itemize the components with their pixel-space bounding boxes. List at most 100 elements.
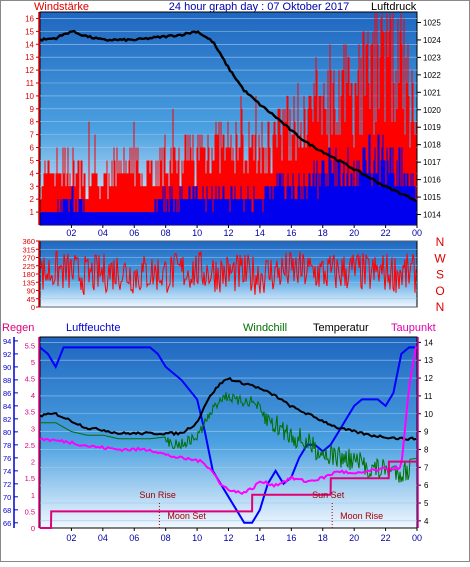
direction-tick-label: 225 (22, 262, 35, 271)
wind-tick-label: 6 (30, 144, 35, 153)
pressure-line (39, 29, 417, 202)
temperatur-legend: Temperatur (313, 322, 369, 334)
direction-tick-label: 360 (22, 237, 35, 246)
time-tick-label: 06 (129, 533, 139, 543)
graph-title: 24 hour graph day : 07 Oktober 2017 (169, 1, 349, 13)
wind-tick-label: 5 (30, 156, 35, 165)
regen-tick-label: 1 (31, 491, 35, 500)
astro-annotation: Moon Rise (340, 511, 383, 521)
regen-tick-label: 0.5 (25, 507, 35, 516)
pressure-tick-label: 1018 (423, 141, 441, 150)
windchill-line (40, 392, 418, 483)
wind-direction-trace (40, 250, 417, 296)
time-tick-label: 08 (161, 228, 171, 238)
time-tick-label: 22 (381, 228, 391, 238)
time-tick-label: 12 (223, 533, 233, 543)
pressure-tick-label: 1015 (423, 193, 441, 202)
temperature-tick-label: 5 (424, 499, 429, 508)
time-tick-label: 02 (66, 533, 76, 543)
pressure-tick-label: 1019 (423, 123, 441, 132)
humidity-tick-label: 94 (3, 337, 11, 346)
astro-annotation: Sun Set (312, 490, 345, 500)
humidity-tick-label: 74 (3, 467, 11, 476)
wind-tick-label: 11 (26, 79, 35, 88)
temperature-tick-label: 12 (424, 374, 433, 383)
humidity-tick-label: 86 (3, 389, 11, 398)
time-tick-label: 00 (412, 533, 422, 543)
direction-tick-label: 0 (31, 303, 35, 312)
direction-tick-label: 315 (22, 245, 35, 254)
pressure-tick-label: 1014 (423, 211, 441, 220)
wind-tick-label: 14 (25, 40, 34, 49)
astro-annotation: Sun Rise (139, 490, 176, 500)
regen-tick-label: 0 (31, 524, 35, 533)
pressure-tick-label: 1025 (423, 18, 441, 27)
wind-tick-label: 1 (30, 208, 35, 217)
pressure-tick-label: 1024 (423, 36, 441, 45)
regen-tick-label: 4.5 (25, 375, 35, 384)
luftfeuchte-line (39, 346, 417, 524)
wind-tick-label: 12 (25, 66, 34, 75)
humidity-tick-label: 90 (3, 363, 11, 372)
wind-tick-label: 10 (25, 92, 34, 101)
temperature-tick-label: 6 (424, 481, 429, 490)
direction-tick-label: 180 (22, 270, 35, 279)
time-tick-label: 00 (412, 228, 422, 238)
astro-annotation: Moon Set (167, 511, 206, 521)
pressure-tick-label: 1020 (423, 106, 441, 115)
direction-tick-label: 90 (27, 287, 35, 296)
regen-tick-label: 5 (31, 358, 35, 367)
regen-tick-label: 4 (31, 391, 35, 400)
time-tick-label: 20 (349, 228, 359, 238)
humidity-tick-label: 88 (3, 376, 11, 385)
pressure-tick-label: 1023 (423, 53, 441, 62)
compass-label: S (436, 268, 444, 282)
taupunkt-legend: Taupunkt (391, 322, 436, 334)
time-tick-label: 22 (381, 533, 391, 543)
time-tick-label: 16 (286, 533, 296, 543)
time-tick-label: 14 (255, 533, 265, 543)
pressure-axis-title: Luftdruck (371, 1, 417, 13)
windchill-legend: Windchill (243, 322, 287, 334)
wind-tick-label: 16 (25, 14, 34, 23)
wind-tick-label: 2 (30, 195, 35, 204)
humidity-tick-label: 76 (3, 454, 11, 463)
direction-tick-label: 270 (22, 254, 35, 263)
time-tick-label: 18 (318, 533, 328, 543)
temperature-tick-label: 13 (424, 356, 433, 365)
temperature-tick-label: 9 (424, 428, 429, 437)
humidity-tick-label: 66 (3, 519, 11, 528)
humidity-tick-label: 92 (3, 350, 11, 359)
compass-label: N (436, 300, 445, 314)
regen-tick-label: 3.5 (25, 408, 35, 417)
temperature-tick-label: 11 (424, 392, 433, 401)
humidity-tick-label: 82 (3, 415, 11, 424)
time-tick-label: 04 (98, 533, 108, 543)
humidity-tick-label: 70 (3, 493, 11, 502)
pressure-tick-label: 1021 (423, 88, 441, 97)
temperatur-line (39, 376, 417, 441)
time-tick-label: 16 (286, 228, 296, 238)
regen-tick-label: 2.5 (25, 441, 35, 450)
humidity-tick-label: 68 (3, 506, 11, 515)
time-tick-label: 18 (318, 228, 328, 238)
direction-tick-label: 45 (27, 295, 35, 304)
temperature-tick-label: 10 (424, 410, 433, 419)
pressure-tick-label: 1022 (423, 71, 441, 80)
direction-tick-label: 135 (22, 278, 35, 287)
wind-tick-label: 7 (30, 131, 35, 140)
regen-tick-label: 5.5 (25, 341, 35, 350)
wind-tick-label: 3 (30, 182, 35, 191)
regen-tick-label: 3 (31, 424, 35, 433)
compass-label: O (435, 284, 444, 298)
time-tick-label: 10 (192, 228, 202, 238)
time-tick-label: 08 (161, 533, 171, 543)
time-tick-label: 10 (192, 533, 202, 543)
time-tick-label: 06 (129, 228, 139, 238)
temperature-tick-label: 8 (424, 445, 429, 454)
temperature-tick-label: 14 (424, 338, 433, 347)
luftfeuchte-legend: Luftfeuchte (66, 322, 120, 334)
pressure-tick-label: 1016 (423, 176, 441, 185)
